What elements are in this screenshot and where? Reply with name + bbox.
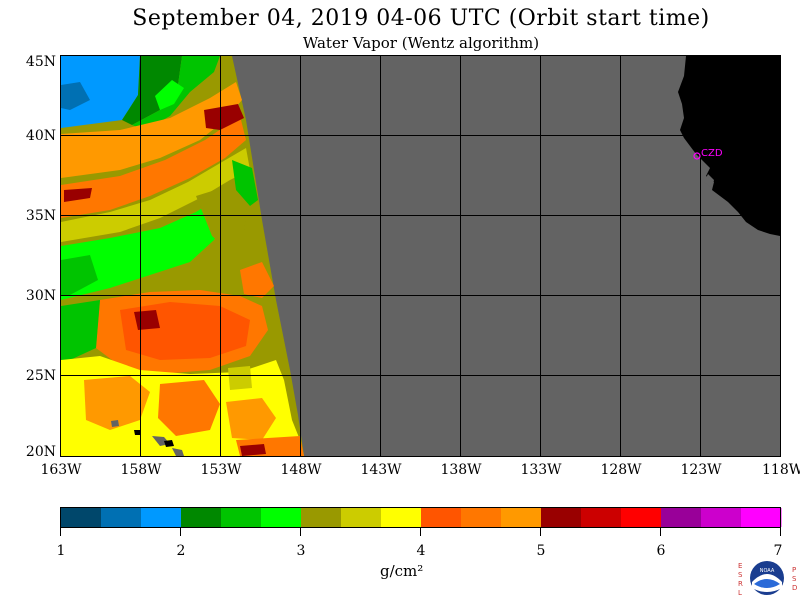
esrl-letter: R xyxy=(738,580,743,588)
esrl-letter: E xyxy=(738,562,742,570)
colorbar-swatch xyxy=(341,508,382,527)
colorbar-swatch xyxy=(741,508,782,527)
colorbar-swatch xyxy=(61,508,102,527)
lat-label: 20N xyxy=(26,444,56,460)
lat-labels: 45N 40N 35N 30N 25N 20N xyxy=(26,54,56,460)
map-title: September 04, 2019 04-06 UTC (Orbit star… xyxy=(132,6,710,31)
colorbar-swatch xyxy=(301,508,342,527)
station-label: CZD xyxy=(701,148,723,159)
colorbar-frame xyxy=(60,507,781,528)
colorbar-tick-label: 3 xyxy=(297,543,306,559)
colorbar-swatch xyxy=(461,508,502,527)
colorbar-swatch xyxy=(661,508,702,527)
psd-letter: S xyxy=(792,575,797,583)
colorbar-labels: 1 2 3 4 5 6 7 xyxy=(57,543,783,559)
colorbar-swatch xyxy=(141,508,182,527)
colorbar-tick-label: 5 xyxy=(537,543,546,559)
lat-lon-grid xyxy=(61,56,780,456)
colorbar-ticks xyxy=(60,528,781,536)
lat-label: 35N xyxy=(26,208,56,224)
bay-water xyxy=(704,174,714,188)
colorbar-swatch xyxy=(381,508,422,527)
noaa-emblem-text: NOAA xyxy=(760,568,775,574)
lon-label: 148W xyxy=(280,462,322,478)
lon-label: 143W xyxy=(360,462,402,478)
lon-label: 163W xyxy=(40,462,82,478)
lon-label: 133W xyxy=(520,462,562,478)
colorbar-swatch xyxy=(181,508,222,527)
map-area xyxy=(61,56,780,456)
lat-label: 45N xyxy=(26,54,56,70)
esrl-letter: L xyxy=(738,589,742,597)
colorbar-swatch xyxy=(581,508,622,527)
colorbar-tick-label: 1 xyxy=(57,543,66,559)
colorbar-swatch xyxy=(621,508,662,527)
colorbar-swatch xyxy=(501,508,542,527)
lon-label: 123W xyxy=(680,462,722,478)
colorbar-swatch xyxy=(701,508,742,527)
esrl-letter: S xyxy=(738,571,743,579)
noaa-logo: E S R L NOAA P S D xyxy=(738,561,797,597)
lon-label: 118W xyxy=(762,462,800,478)
colorbar-tick-label: 4 xyxy=(417,543,426,559)
lon-label: 158W xyxy=(120,462,162,478)
station-marker xyxy=(693,152,701,160)
colorbar-unit: g/cm² xyxy=(380,562,424,580)
colorbar xyxy=(61,508,782,527)
lon-label: 138W xyxy=(440,462,482,478)
lon-labels: 163W 158W 153W 148W 143W 138W 133W 128W … xyxy=(40,462,800,478)
colorbar-swatch xyxy=(421,508,462,527)
psd-letter: D xyxy=(792,584,797,592)
map-subtitle: Water Vapor (Wentz algorithm) xyxy=(302,34,540,52)
map-frame xyxy=(60,55,781,457)
colorbar-swatch xyxy=(221,508,262,527)
lat-label: 40N xyxy=(26,128,56,144)
colorbar-tick-label: 7 xyxy=(774,543,783,559)
lat-label: 25N xyxy=(26,368,56,384)
colorbar-tick-label: 2 xyxy=(177,543,186,559)
colorbar-tick-label: 6 xyxy=(657,543,666,559)
lon-label: 128W xyxy=(600,462,642,478)
psd-letter: P xyxy=(792,566,796,574)
colorbar-swatch xyxy=(261,508,302,527)
water-vapor-field xyxy=(61,56,304,456)
land-california xyxy=(678,56,780,236)
lat-label: 30N xyxy=(26,288,56,304)
lon-label: 153W xyxy=(200,462,242,478)
colorbar-swatch xyxy=(541,508,582,527)
colorbar-swatch xyxy=(101,508,142,527)
